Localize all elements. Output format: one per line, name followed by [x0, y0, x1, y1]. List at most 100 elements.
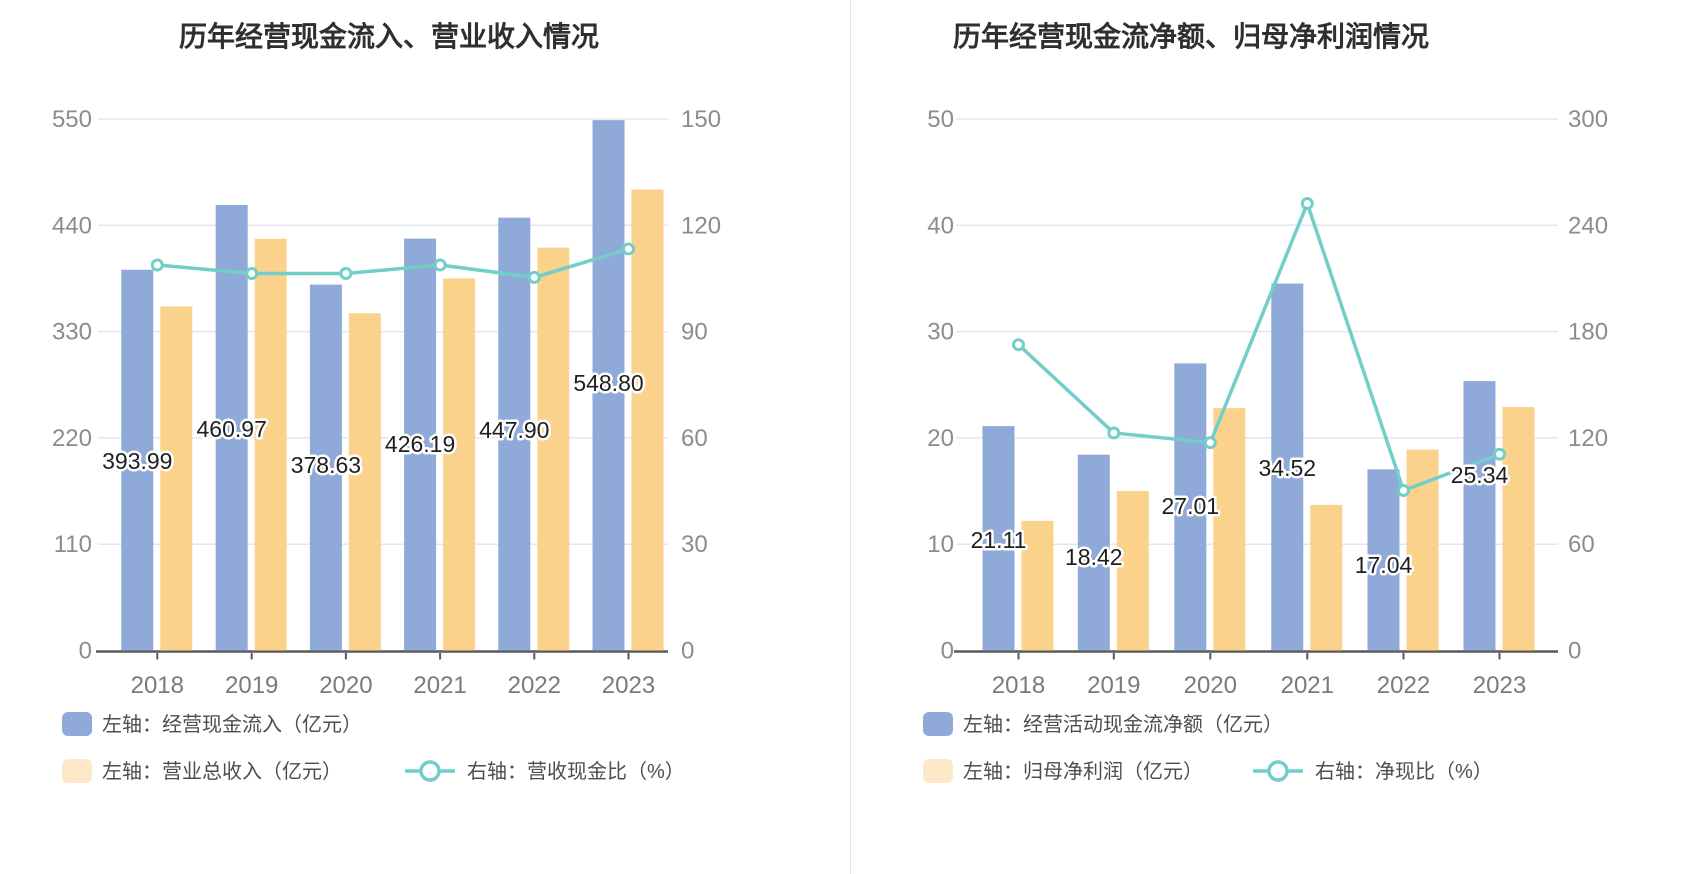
- legend-left: 左轴：经营现金流入（亿元） 左轴：营业总收入（亿元） 右轴：营收现金比（%）: [62, 712, 685, 783]
- line-marker-2021: [1300, 197, 1314, 211]
- bar-2023-series2: [1502, 407, 1535, 651]
- right-axis-tick-label: 120: [681, 212, 721, 239]
- x-axis-category-label: 2023: [602, 672, 655, 699]
- data-label-2020: 27.01: [1162, 493, 1220, 519]
- right-axis-tick-label: 60: [681, 425, 708, 452]
- bar-2021-series1: [1271, 283, 1304, 651]
- right-axis-tick-label: 0: [681, 638, 694, 665]
- bar-2019-series2: [1116, 491, 1149, 651]
- data-label-2018: 21.11: [971, 527, 1027, 553]
- left-axis-tick-label: 330: [52, 319, 92, 346]
- bar-2022-series2: [537, 247, 570, 651]
- right-axis-tick-label: 300: [1568, 106, 1608, 133]
- bar-2018-series2: [1021, 520, 1054, 651]
- right-axis-tick-label: 120: [1568, 425, 1608, 452]
- left-axis-tick-label: 30: [927, 319, 954, 346]
- x-axis-category-label: 2019: [225, 672, 278, 699]
- x-axis-category-label: 2018: [131, 672, 184, 699]
- left-axis-tick-label: 220: [52, 425, 92, 452]
- x-axis-category-label: 2020: [1184, 672, 1237, 699]
- legend-label-revenue-cash-ratio: 右轴：营收现金比（%）: [467, 760, 685, 783]
- bar-2018-series1: [121, 269, 154, 651]
- legend-item-revenue-cash-ratio[interactable]: 右轴：营收现金比（%）: [405, 760, 685, 783]
- right-axis-tick-label: 180: [1568, 319, 1608, 346]
- legend-label-total-revenue: 左轴：营业总收入（亿元）: [102, 760, 342, 783]
- left-axis-tick-label: 550: [52, 106, 92, 133]
- bar-2020-series2: [1213, 408, 1246, 651]
- x-axis-category-label: 2023: [1473, 672, 1526, 699]
- bar-2019-series1: [1077, 454, 1110, 651]
- bar-2021-series1: [404, 238, 437, 651]
- left-axis-tick-label: 40: [927, 212, 954, 239]
- chart-title-right: 历年经营现金流净额、归母净利润情况: [953, 20, 1429, 52]
- data-label-2023: 548.80: [573, 370, 643, 396]
- left-axis-tick-label: 0: [941, 638, 954, 665]
- line-marker-2019: [245, 266, 259, 280]
- chart-svg-right: 历年经营现金流净额、归母净利润情况 0 0 10 60 20 120 30 180 40 240 5…: [923, 20, 1608, 783]
- left-axis-tick-label: 20: [927, 425, 954, 452]
- bar-2019-series1: [215, 205, 248, 651]
- x-axis-category-label: 2019: [1087, 672, 1140, 699]
- legend-swatch-blue: [62, 712, 92, 736]
- legend-item-cash-inflow[interactable]: 左轴：经营现金流入（亿元）: [62, 712, 362, 736]
- legend-swatch-yellow: [62, 759, 92, 783]
- legend-label-cash-inflow: 左轴：经营现金流入（亿元）: [102, 713, 362, 736]
- legend-right: 左轴：经营活动现金流净额（亿元） 左轴：归母净利润（亿元） 右轴：净现比（%）: [923, 712, 1493, 783]
- legend-swatch-yellow: [923, 759, 953, 783]
- line-marker-2022: [527, 270, 541, 284]
- bar-2023-series1: [1463, 381, 1496, 651]
- line-marker-2020: [1203, 436, 1217, 450]
- legend-line-marker-icon: [419, 760, 441, 782]
- right-axis-tick-label: 0: [1568, 638, 1581, 665]
- plot-area-right: 0 0 10 60 20 120 30 180 40 240 50 300 2018 2019 2020 20…: [927, 106, 1608, 699]
- bar-2020-series2: [348, 313, 381, 651]
- line-marker-2019: [1107, 426, 1121, 440]
- bar-2021-series2: [1310, 504, 1343, 651]
- right-axis-tick-label: 60: [1568, 531, 1595, 558]
- left-axis-tick-label: 0: [79, 638, 92, 665]
- bar-2020-series1: [1174, 363, 1207, 651]
- line-marker-2020: [339, 266, 353, 280]
- bar-2020-series1: [309, 284, 342, 651]
- left-axis-tick-label: 110: [54, 531, 92, 558]
- legend-item-net-cash-ratio[interactable]: 右轴：净现比（%）: [1253, 760, 1493, 783]
- data-label-2021: 34.52: [1259, 455, 1317, 481]
- left-axis-tick-label: 440: [52, 212, 92, 239]
- right-axis-tick-label: 150: [681, 106, 721, 133]
- x-axis-category-label: 2018: [992, 672, 1045, 699]
- bar-2023-series1: [592, 120, 625, 651]
- data-label-2023: 25.34: [1451, 462, 1509, 488]
- ratio-line: [1016, 201, 1502, 493]
- line-marker-2022: [1397, 484, 1410, 498]
- bar-2023-series2: [631, 189, 664, 651]
- bar-2019-series2: [254, 238, 287, 651]
- legend-label-net-profit: 左轴：归母净利润（亿元）: [963, 760, 1203, 783]
- data-label-2022: 17.04: [1355, 552, 1413, 578]
- legend-label-net-cash-ratio: 右轴：净现比（%）: [1315, 760, 1493, 783]
- line-marker-2023: [622, 242, 635, 256]
- x-axis-category-label: 2022: [508, 672, 561, 699]
- bar-2021-series2: [443, 278, 476, 651]
- left-axis-tick-label: 50: [927, 106, 954, 133]
- legend-item-net-profit[interactable]: 左轴：归母净利润（亿元）: [923, 759, 1203, 783]
- data-label-2022: 447.90: [479, 417, 549, 443]
- legend-item-net-cashflow[interactable]: 左轴：经营活动现金流净额（亿元）: [923, 712, 1283, 736]
- legend-line-marker-icon: [1267, 760, 1289, 782]
- chart-panel-net-cashflow-profit: 历年经营现金流净额、归母净利润情况 0 0 10 60 20 120 30 180 40 240 5…: [850, 0, 1700, 874]
- bar-2022-series1: [1367, 469, 1400, 651]
- left-axis-tick-label: 10: [927, 531, 954, 558]
- right-axis-tick-label: 90: [681, 319, 708, 346]
- data-label-2021: 426.19: [385, 431, 455, 457]
- bar-2018-series2: [160, 306, 193, 651]
- right-axis-tick-label: 240: [1568, 212, 1608, 239]
- bar-2018-series1: [982, 426, 1015, 651]
- ratio-line: [155, 247, 631, 280]
- x-axis-category-label: 2022: [1377, 672, 1430, 699]
- legend-swatch-blue: [923, 712, 953, 736]
- line-marker-2023: [1493, 447, 1506, 461]
- x-axis-category-label: 2020: [319, 672, 372, 699]
- data-label-2019: 460.97: [197, 416, 267, 442]
- plot-area-left: 0 0 110 30 220 60 330 90 440 120 550 150 2018 2019 202…: [52, 106, 721, 699]
- legend-item-total-revenue[interactable]: 左轴：营业总收入（亿元）: [62, 759, 342, 783]
